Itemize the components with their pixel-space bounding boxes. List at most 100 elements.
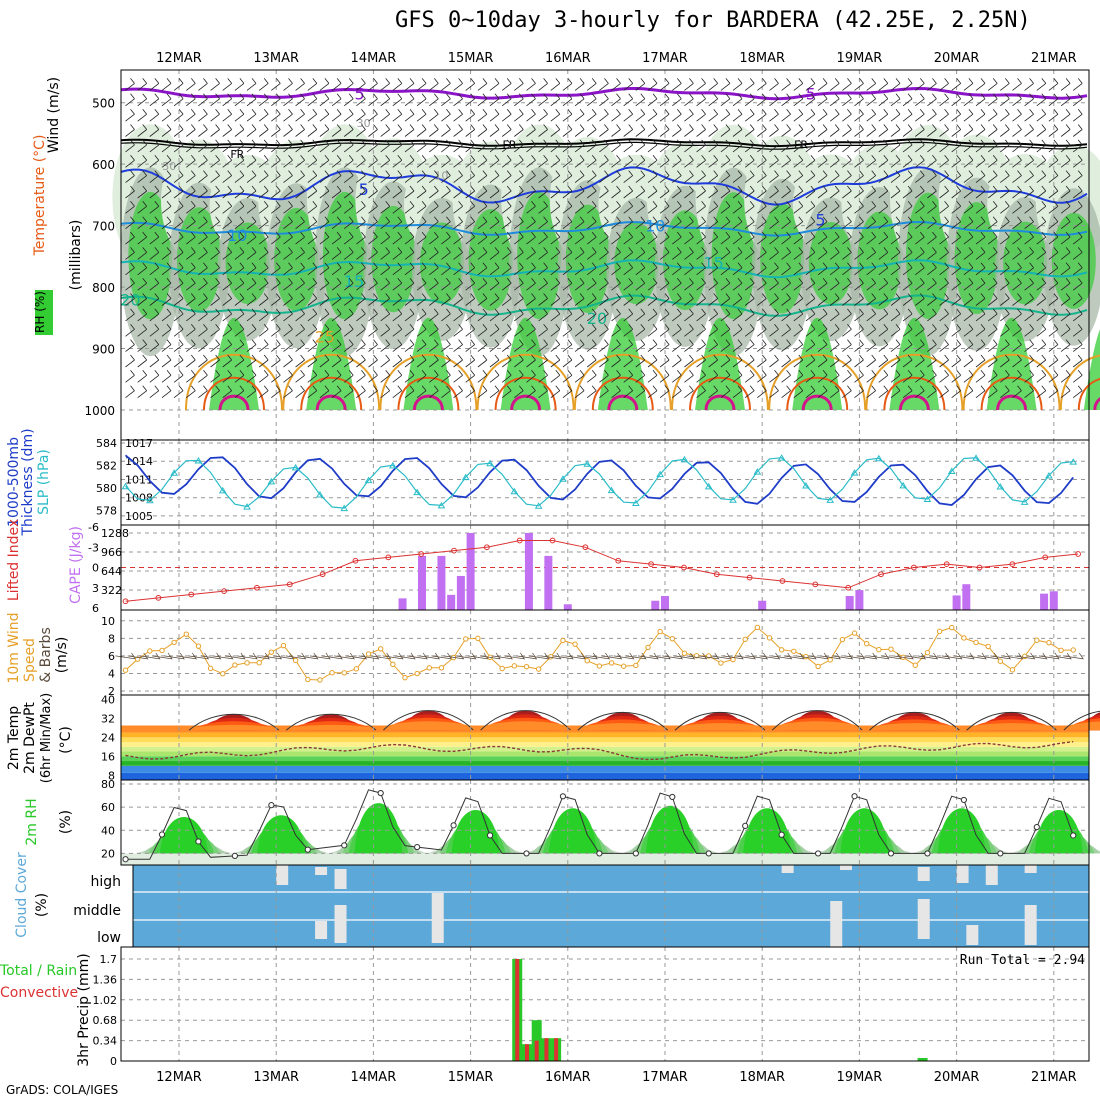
pressure-level-label: 700 <box>92 220 115 234</box>
temperature-dome <box>278 724 385 731</box>
wind-barb <box>137 78 148 91</box>
wind-barb <box>915 231 925 245</box>
wind-barb <box>1072 324 1083 337</box>
wind-barb <box>198 262 208 276</box>
wind-barb <box>975 170 986 183</box>
slp-marker <box>1045 472 1053 479</box>
wind-barb <box>538 339 548 352</box>
wind-barb <box>198 139 208 153</box>
wind-barb <box>343 93 354 107</box>
temperature-dome <box>768 353 867 411</box>
wind-barb <box>283 201 293 214</box>
wind-barb <box>672 385 682 399</box>
wind-barb <box>574 155 585 168</box>
slp-marker <box>340 504 349 512</box>
wind-barb <box>416 339 427 352</box>
wind-barb <box>805 354 816 368</box>
wind-barb <box>356 155 366 168</box>
wind-barb <box>793 185 804 199</box>
lifted-index-marker <box>221 588 227 595</box>
cloud-box <box>334 869 347 889</box>
wind-barb <box>647 139 658 153</box>
wind-barb <box>271 262 281 276</box>
wind-barb <box>987 354 998 368</box>
wind-barb <box>757 78 767 91</box>
wind-barb <box>1000 216 1010 230</box>
wind-barb <box>672 247 682 260</box>
wind-barb <box>246 308 257 322</box>
wind-barb <box>623 124 634 137</box>
wind-barb <box>429 308 439 322</box>
wind-barb <box>271 93 281 107</box>
wind-barb <box>611 139 621 153</box>
wind-barb <box>915 78 925 91</box>
wind-barb <box>805 93 816 107</box>
wind-barb <box>1072 277 1083 291</box>
wind-barb <box>829 308 840 322</box>
wind-barb <box>902 78 913 91</box>
wind-barb <box>635 216 646 230</box>
date-label-bottom: 14MAR <box>351 1070 397 1085</box>
wind-barb <box>149 370 160 383</box>
wind-barb <box>586 339 597 352</box>
wind-barb <box>343 185 354 199</box>
wind-barb <box>1024 124 1034 137</box>
wind-barb <box>283 216 293 230</box>
wind-barb <box>817 262 828 276</box>
wind-barb <box>635 185 646 199</box>
wind-barb <box>234 216 245 230</box>
wind-barb <box>781 293 791 306</box>
wind-barb <box>623 385 634 399</box>
wind-barb <box>574 93 585 107</box>
wind-barb <box>295 124 305 137</box>
wind-barb <box>416 93 427 107</box>
wind-barb <box>1012 247 1022 260</box>
wind-barb <box>1024 201 1034 214</box>
wind-barb <box>258 108 269 122</box>
wind-barb <box>477 262 488 276</box>
wind-barb <box>611 354 621 368</box>
wind-barb <box>659 93 670 107</box>
wind-barb <box>975 185 986 199</box>
wind-barb <box>404 170 415 183</box>
wind-barb <box>453 308 463 322</box>
wind-speed-marker <box>608 660 615 666</box>
wind-barb <box>441 155 451 168</box>
wind-barb <box>684 78 694 91</box>
wind-barb <box>453 293 463 306</box>
wind-barb <box>574 385 585 399</box>
wind-barb <box>416 78 427 91</box>
wind-barb <box>1038 652 1060 660</box>
date-label-top: 12MAR <box>156 51 202 66</box>
wind-barb <box>319 78 330 91</box>
slp-marker <box>826 496 835 503</box>
wind-barb <box>307 124 318 137</box>
wind-barb <box>246 339 257 352</box>
wind-barb <box>538 293 548 306</box>
wind-barb <box>1036 354 1047 368</box>
wind-speed-line <box>125 626 1074 681</box>
wind-barb <box>125 354 135 368</box>
wind-barb <box>890 385 901 399</box>
wind-barb <box>210 293 220 306</box>
wind-barb <box>951 93 962 107</box>
wind-barb <box>793 170 804 183</box>
temperature-band <box>121 765 1089 773</box>
wind-barb <box>890 247 901 260</box>
wind-barb <box>489 247 500 260</box>
precip-convective-bar <box>515 959 520 1061</box>
temperature-tick-label: 40 <box>101 693 115 706</box>
wind-barb <box>817 370 828 383</box>
wind-barb <box>501 170 512 183</box>
wind-barb <box>331 308 342 322</box>
wind-barb <box>878 216 889 230</box>
wind-barb <box>623 155 634 168</box>
wind-barb <box>599 385 609 399</box>
wind-barb <box>295 216 305 230</box>
wind-barb <box>562 370 573 383</box>
wind-barb <box>222 293 233 306</box>
wind-barb <box>161 170 172 183</box>
wind-barb <box>829 231 840 245</box>
wind-barb <box>210 339 220 352</box>
wind-barb <box>890 108 901 122</box>
